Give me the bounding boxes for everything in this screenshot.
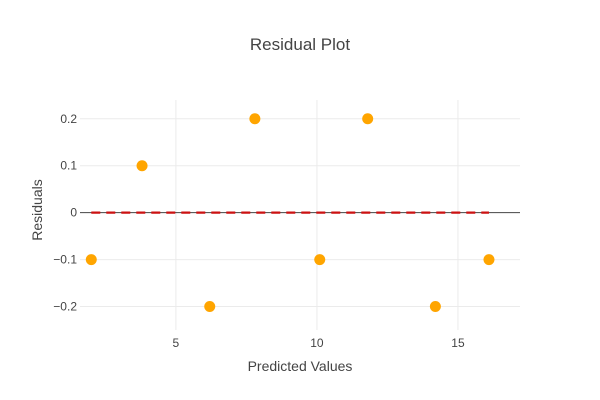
y-axis-label: Residuals — [29, 179, 45, 240]
y-tick-label: 0.1 — [60, 159, 77, 173]
data-point — [314, 254, 326, 266]
data-point — [249, 113, 261, 125]
y-tick-label: −0.1 — [53, 253, 77, 267]
tick-labels-layer: 5 10 15 −0.2 −0.1 0 0.1 0.2 — [53, 112, 465, 350]
x-axis-label: Predicted Values — [248, 358, 353, 374]
data-points-layer — [85, 113, 495, 313]
data-point — [483, 254, 495, 266]
y-tick-label: 0.2 — [60, 112, 77, 126]
data-point — [362, 113, 374, 125]
data-point — [204, 301, 216, 313]
x-tick-label: 10 — [310, 336, 324, 350]
x-tick-label: 15 — [451, 336, 465, 350]
y-tick-label: −0.2 — [53, 300, 77, 314]
chart-title: Residual Plot — [250, 35, 350, 54]
data-point — [136, 160, 148, 172]
data-point — [429, 301, 441, 313]
y-tick-label: 0 — [70, 206, 77, 220]
x-tick-label: 5 — [173, 336, 180, 350]
data-point — [85, 254, 97, 266]
